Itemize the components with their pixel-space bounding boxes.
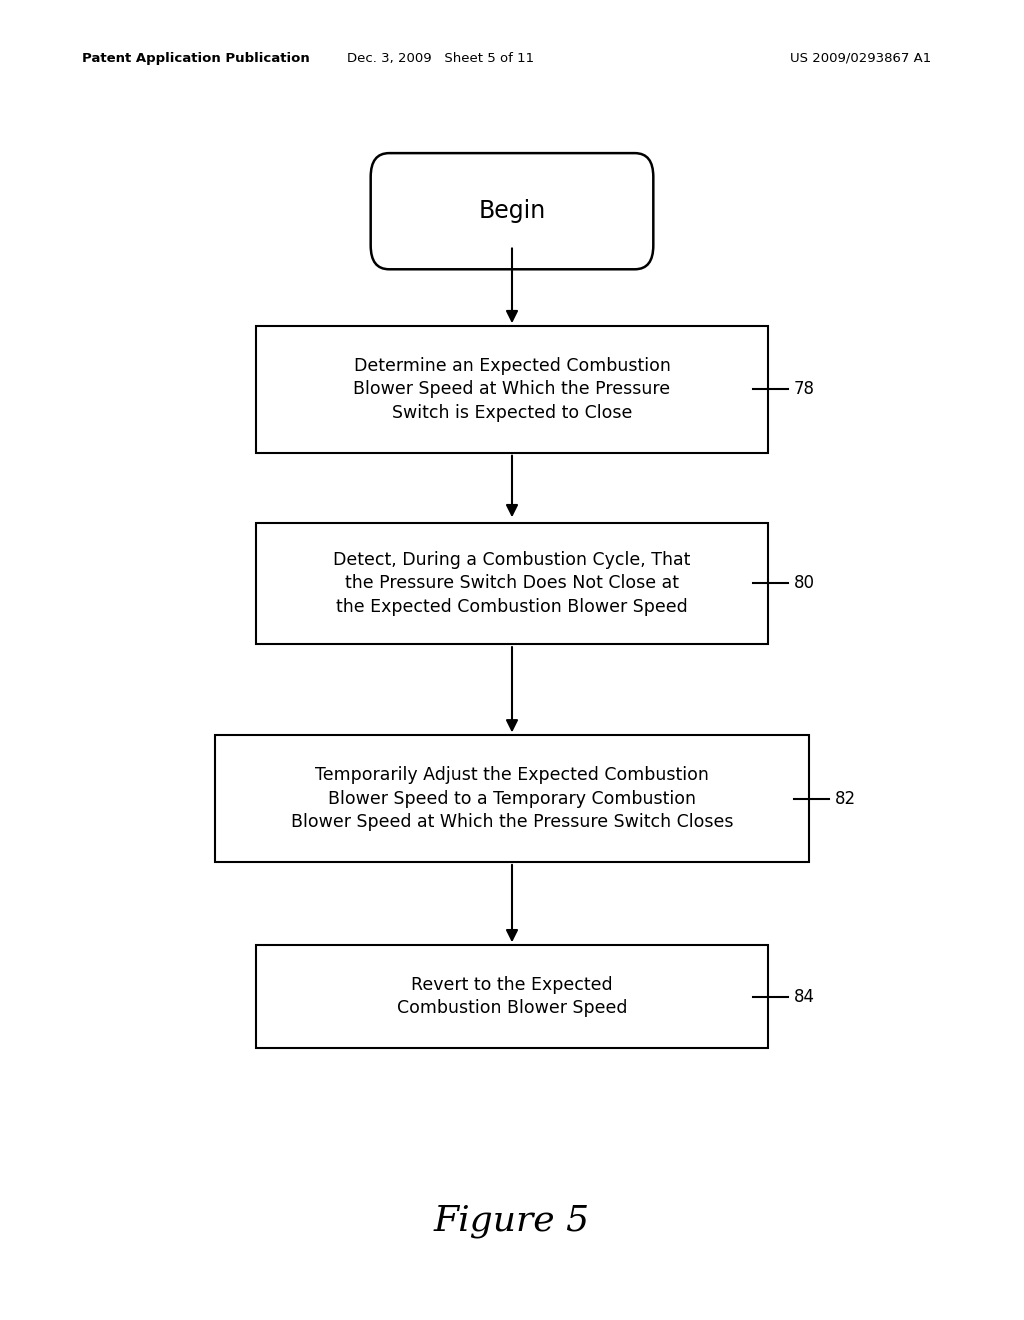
Text: Figure 5: Figure 5 [434, 1204, 590, 1238]
Text: US 2009/0293867 A1: US 2009/0293867 A1 [790, 51, 931, 65]
Text: Begin: Begin [478, 199, 546, 223]
Text: 82: 82 [835, 789, 856, 808]
Text: 84: 84 [794, 987, 815, 1006]
Text: Temporarily Adjust the Expected Combustion
Blower Speed to a Temporary Combustio: Temporarily Adjust the Expected Combusti… [291, 766, 733, 832]
Text: Detect, During a Combustion Cycle, That
the Pressure Switch Does Not Close at
th: Detect, During a Combustion Cycle, That … [334, 550, 690, 616]
FancyBboxPatch shape [256, 326, 768, 453]
FancyBboxPatch shape [215, 735, 809, 862]
Text: 80: 80 [794, 574, 815, 593]
FancyBboxPatch shape [371, 153, 653, 269]
FancyBboxPatch shape [256, 945, 768, 1048]
Text: Patent Application Publication: Patent Application Publication [82, 51, 309, 65]
Text: Dec. 3, 2009   Sheet 5 of 11: Dec. 3, 2009 Sheet 5 of 11 [347, 51, 534, 65]
FancyBboxPatch shape [256, 523, 768, 644]
Text: Revert to the Expected
Combustion Blower Speed: Revert to the Expected Combustion Blower… [396, 975, 628, 1018]
Text: 78: 78 [794, 380, 815, 399]
Text: Determine an Expected Combustion
Blower Speed at Which the Pressure
Switch is Ex: Determine an Expected Combustion Blower … [353, 356, 671, 422]
